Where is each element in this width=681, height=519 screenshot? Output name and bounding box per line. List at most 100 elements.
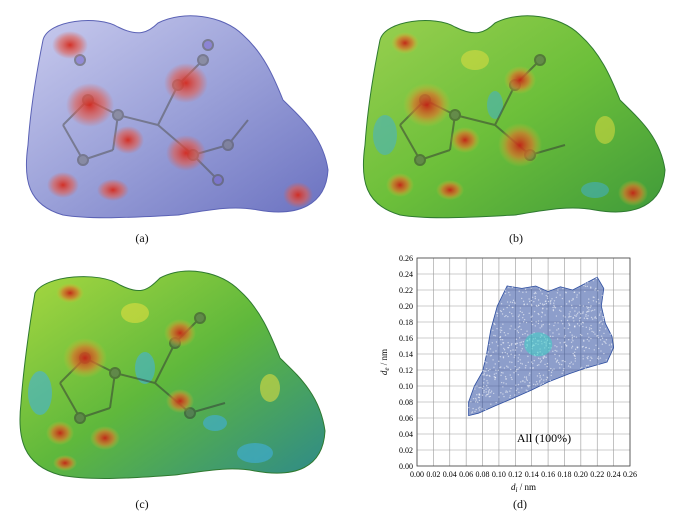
fingerprint-point: [536, 364, 539, 367]
fingerprint-point: [485, 374, 488, 377]
fingerprint-point: [576, 314, 578, 316]
fingerprint-point: [490, 390, 493, 392]
fingerprint-point: [487, 393, 490, 395]
fingerprint-point: [598, 322, 601, 324]
fingerprint-point: [595, 277, 598, 279]
fingerprint-point: [590, 324, 592, 327]
fingerprint-point: [475, 399, 477, 401]
fingerprint-point: [579, 333, 582, 336]
fingerprint-point: [546, 295, 549, 298]
fingerprint-point: [573, 355, 576, 357]
fingerprint-point: [587, 281, 589, 284]
fingerprint-point: [559, 342, 561, 344]
fingerprint-point: [603, 332, 605, 335]
fingerprint-point: [552, 332, 554, 334]
fingerprint-point: [600, 335, 603, 337]
x-tick-label: 0.22: [590, 470, 604, 479]
fingerprint-point: [506, 301, 509, 303]
fingerprint-point: [580, 313, 582, 315]
x-tick-label: 0.00: [410, 470, 424, 479]
fingerprint-point: [541, 324, 543, 326]
fingerprint-point: [572, 298, 574, 301]
fingerprint-point: [602, 319, 605, 322]
fingerprint-point: [597, 290, 599, 292]
fingerprint-point: [569, 366, 572, 368]
fingerprint-point: [574, 348, 577, 350]
fingerprint-point: [514, 365, 516, 368]
fingerprint-point: [518, 290, 520, 292]
fingerprint-point: [485, 388, 487, 390]
fingerprint-point: [507, 346, 509, 349]
x-tick-label: 0.16: [541, 470, 555, 479]
fingerprint-point: [513, 371, 515, 374]
fingerprint-point: [475, 408, 477, 411]
fingerprint-point: [507, 342, 509, 344]
fingerprint-point: [582, 358, 584, 360]
fingerprint-point: [610, 344, 613, 346]
y-tick-label: 0.18: [399, 318, 413, 327]
y-tick-label: 0.06: [399, 414, 413, 423]
fingerprint-core: [524, 332, 553, 357]
fingerprint-point: [494, 376, 497, 379]
fingerprint-point: [503, 395, 505, 398]
fingerprint-point: [521, 311, 523, 314]
fingerprint-point: [546, 376, 548, 378]
fingerprint-point: [500, 310, 503, 313]
fingerprint-point: [539, 376, 541, 378]
fingerprint-point: [591, 357, 593, 360]
fingerprint-point: [582, 305, 585, 307]
fingerprint-point: [505, 383, 507, 385]
fingerprint-point: [535, 304, 538, 307]
fingerprint-point: [522, 333, 524, 336]
fingerprint-point: [545, 356, 547, 358]
fingerprint-point: [507, 355, 510, 358]
y-tick-label: 0.04: [399, 430, 413, 439]
y-tick-label: 0.14: [399, 350, 413, 359]
fingerprint-point: [570, 361, 572, 363]
fingerprint-point: [527, 334, 529, 336]
fingerprint-point: [522, 343, 524, 346]
x-tick-label: 0.06: [459, 470, 473, 479]
fingerprint-point: [524, 381, 526, 383]
fingerprint-point: [605, 359, 608, 361]
fingerprint-point: [570, 304, 573, 307]
fingerprint-point: [571, 338, 573, 340]
fingerprint-point: [601, 294, 603, 297]
fingerprint-point: [524, 367, 527, 369]
fingerprint-point: [605, 342, 607, 345]
fingerprint-point: [502, 342, 505, 344]
fingerprint-point: [593, 349, 596, 351]
fingerprint-point: [493, 373, 496, 375]
fingerprint-point: [516, 346, 518, 349]
fingerprint-point: [556, 338, 559, 340]
fingerprint-point: [559, 367, 561, 369]
x-axis-label-sub: i: [516, 486, 518, 494]
fingerprint-point: [595, 317, 597, 319]
fingerprint-point: [493, 366, 495, 369]
fingerprint-point: [603, 352, 605, 355]
fingerprint-point: [594, 333, 596, 335]
fingerprint-point: [476, 394, 478, 396]
fingerprint-point: [517, 315, 520, 318]
fingerprint-point: [569, 362, 571, 365]
fingerprint-point: [585, 326, 588, 328]
fingerprint-point: [522, 340, 525, 343]
fingerprint-point: [604, 328, 607, 330]
fingerprint-point: [485, 391, 487, 393]
fingerprint-point: [586, 306, 588, 308]
fingerprint-point: [581, 334, 583, 337]
fingerprint-point: [507, 366, 509, 368]
fingerprint-point: [538, 364, 540, 366]
fingerprint-point: [562, 359, 564, 362]
fingerprint-point: [508, 344, 511, 347]
fingerprint-point: [590, 337, 592, 340]
fingerprint-point: [597, 298, 600, 301]
fingerprint-point: [604, 341, 606, 343]
y-tick-label: 0.10: [399, 382, 413, 391]
fingerprint-point: [523, 304, 525, 306]
fingerprint-point: [492, 392, 495, 395]
fingerprint-point: [578, 325, 581, 327]
fingerprint-point: [509, 390, 511, 392]
fingerprint-point: [558, 309, 561, 311]
fingerprint-point: [505, 378, 508, 380]
